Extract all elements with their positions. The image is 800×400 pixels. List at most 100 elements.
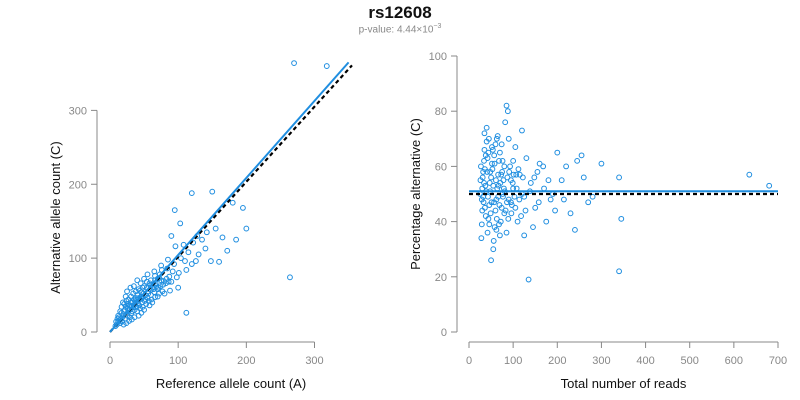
data-point <box>578 152 585 159</box>
data-point <box>171 207 178 214</box>
data-point <box>505 135 512 142</box>
data-point <box>219 234 226 241</box>
data-point <box>141 275 147 282</box>
chart-allele-counts: 0 100 200 300 0 100 200 300 Reference allele cou… <box>48 60 353 391</box>
x-tick-label: 300 <box>305 355 323 367</box>
data-point <box>543 218 550 225</box>
data-point <box>489 146 496 153</box>
data-point <box>522 207 529 214</box>
data-point <box>185 249 192 256</box>
data-point <box>479 174 486 181</box>
data-point <box>485 193 491 200</box>
data-point <box>115 312 122 319</box>
data-point <box>558 177 565 184</box>
data-point <box>519 127 525 134</box>
data-point <box>493 177 499 184</box>
data-point <box>501 163 508 170</box>
data-point <box>515 166 522 173</box>
data-point <box>493 215 500 222</box>
y-tick-label: 100 <box>69 253 87 265</box>
x-tick-label: 400 <box>636 355 654 367</box>
data-point <box>287 274 293 281</box>
data-point <box>488 199 495 206</box>
data-point <box>483 124 490 131</box>
data-point <box>525 276 532 283</box>
data-point <box>535 199 542 206</box>
data-point <box>497 232 503 239</box>
x-tick-label: 200 <box>237 355 255 367</box>
data-point <box>183 309 190 316</box>
data-point <box>509 180 516 186</box>
data-point <box>484 229 491 236</box>
x-tick-label: 200 <box>548 355 566 367</box>
data-point <box>498 141 505 148</box>
data-point <box>540 163 547 170</box>
data-point <box>177 220 184 227</box>
data-point <box>504 108 511 115</box>
x-tick-label: 100 <box>504 355 522 367</box>
y-axis-label: Percentage alternative (C) <box>408 118 423 270</box>
data-point <box>323 63 330 69</box>
data-point <box>168 233 175 239</box>
data-point <box>616 268 622 275</box>
data-point <box>481 130 488 137</box>
fit-line <box>109 61 350 333</box>
data-point <box>532 204 539 211</box>
data-point <box>137 280 144 287</box>
data-point <box>510 171 517 178</box>
data-point <box>168 278 175 285</box>
data-point <box>514 218 521 225</box>
data-point <box>503 229 510 236</box>
data-point <box>497 180 504 186</box>
data-point <box>507 163 513 170</box>
data-point <box>478 163 484 170</box>
data-point <box>547 196 554 203</box>
data-point <box>487 210 494 217</box>
data-point <box>481 180 487 186</box>
figure-title: rs12608 <box>368 3 432 22</box>
data-point <box>243 225 250 232</box>
data-point <box>152 294 158 301</box>
data-point <box>518 213 524 219</box>
y-tick-label: 300 <box>69 105 87 117</box>
data-point <box>478 235 485 242</box>
data-point <box>158 262 165 269</box>
data-point <box>120 321 127 328</box>
data-point <box>516 196 523 203</box>
data-point <box>499 169 506 175</box>
data-point <box>154 293 161 300</box>
data-point <box>127 284 134 291</box>
data-point <box>506 169 513 175</box>
data-point <box>202 245 209 252</box>
data-point <box>527 180 534 186</box>
data-point <box>485 149 492 156</box>
x-tick-label: 0 <box>107 355 113 367</box>
data-point <box>481 146 488 153</box>
x-axis-label: Reference allele count (A) <box>156 376 306 391</box>
data-point <box>494 133 501 139</box>
data-point <box>113 321 120 328</box>
data-point <box>561 196 567 203</box>
data-point <box>130 283 137 290</box>
data-point <box>491 199 498 206</box>
x-tick-label: 300 <box>592 355 610 367</box>
data-point <box>495 171 502 178</box>
data-point <box>552 207 558 214</box>
data-point <box>541 185 547 192</box>
data-point <box>523 155 530 162</box>
x-tick-label: 0 <box>466 355 472 367</box>
data-point <box>513 171 520 178</box>
data-point <box>139 303 146 310</box>
data-point <box>519 174 526 181</box>
data-point <box>574 157 581 164</box>
data-point <box>521 232 528 239</box>
data-point <box>490 238 497 244</box>
data-point <box>513 185 520 192</box>
data-point <box>203 229 210 236</box>
data-point <box>199 236 205 243</box>
data-point <box>616 174 622 181</box>
data-point <box>481 204 488 211</box>
data-point <box>207 258 214 264</box>
y-tick-label: 20 <box>435 272 447 284</box>
